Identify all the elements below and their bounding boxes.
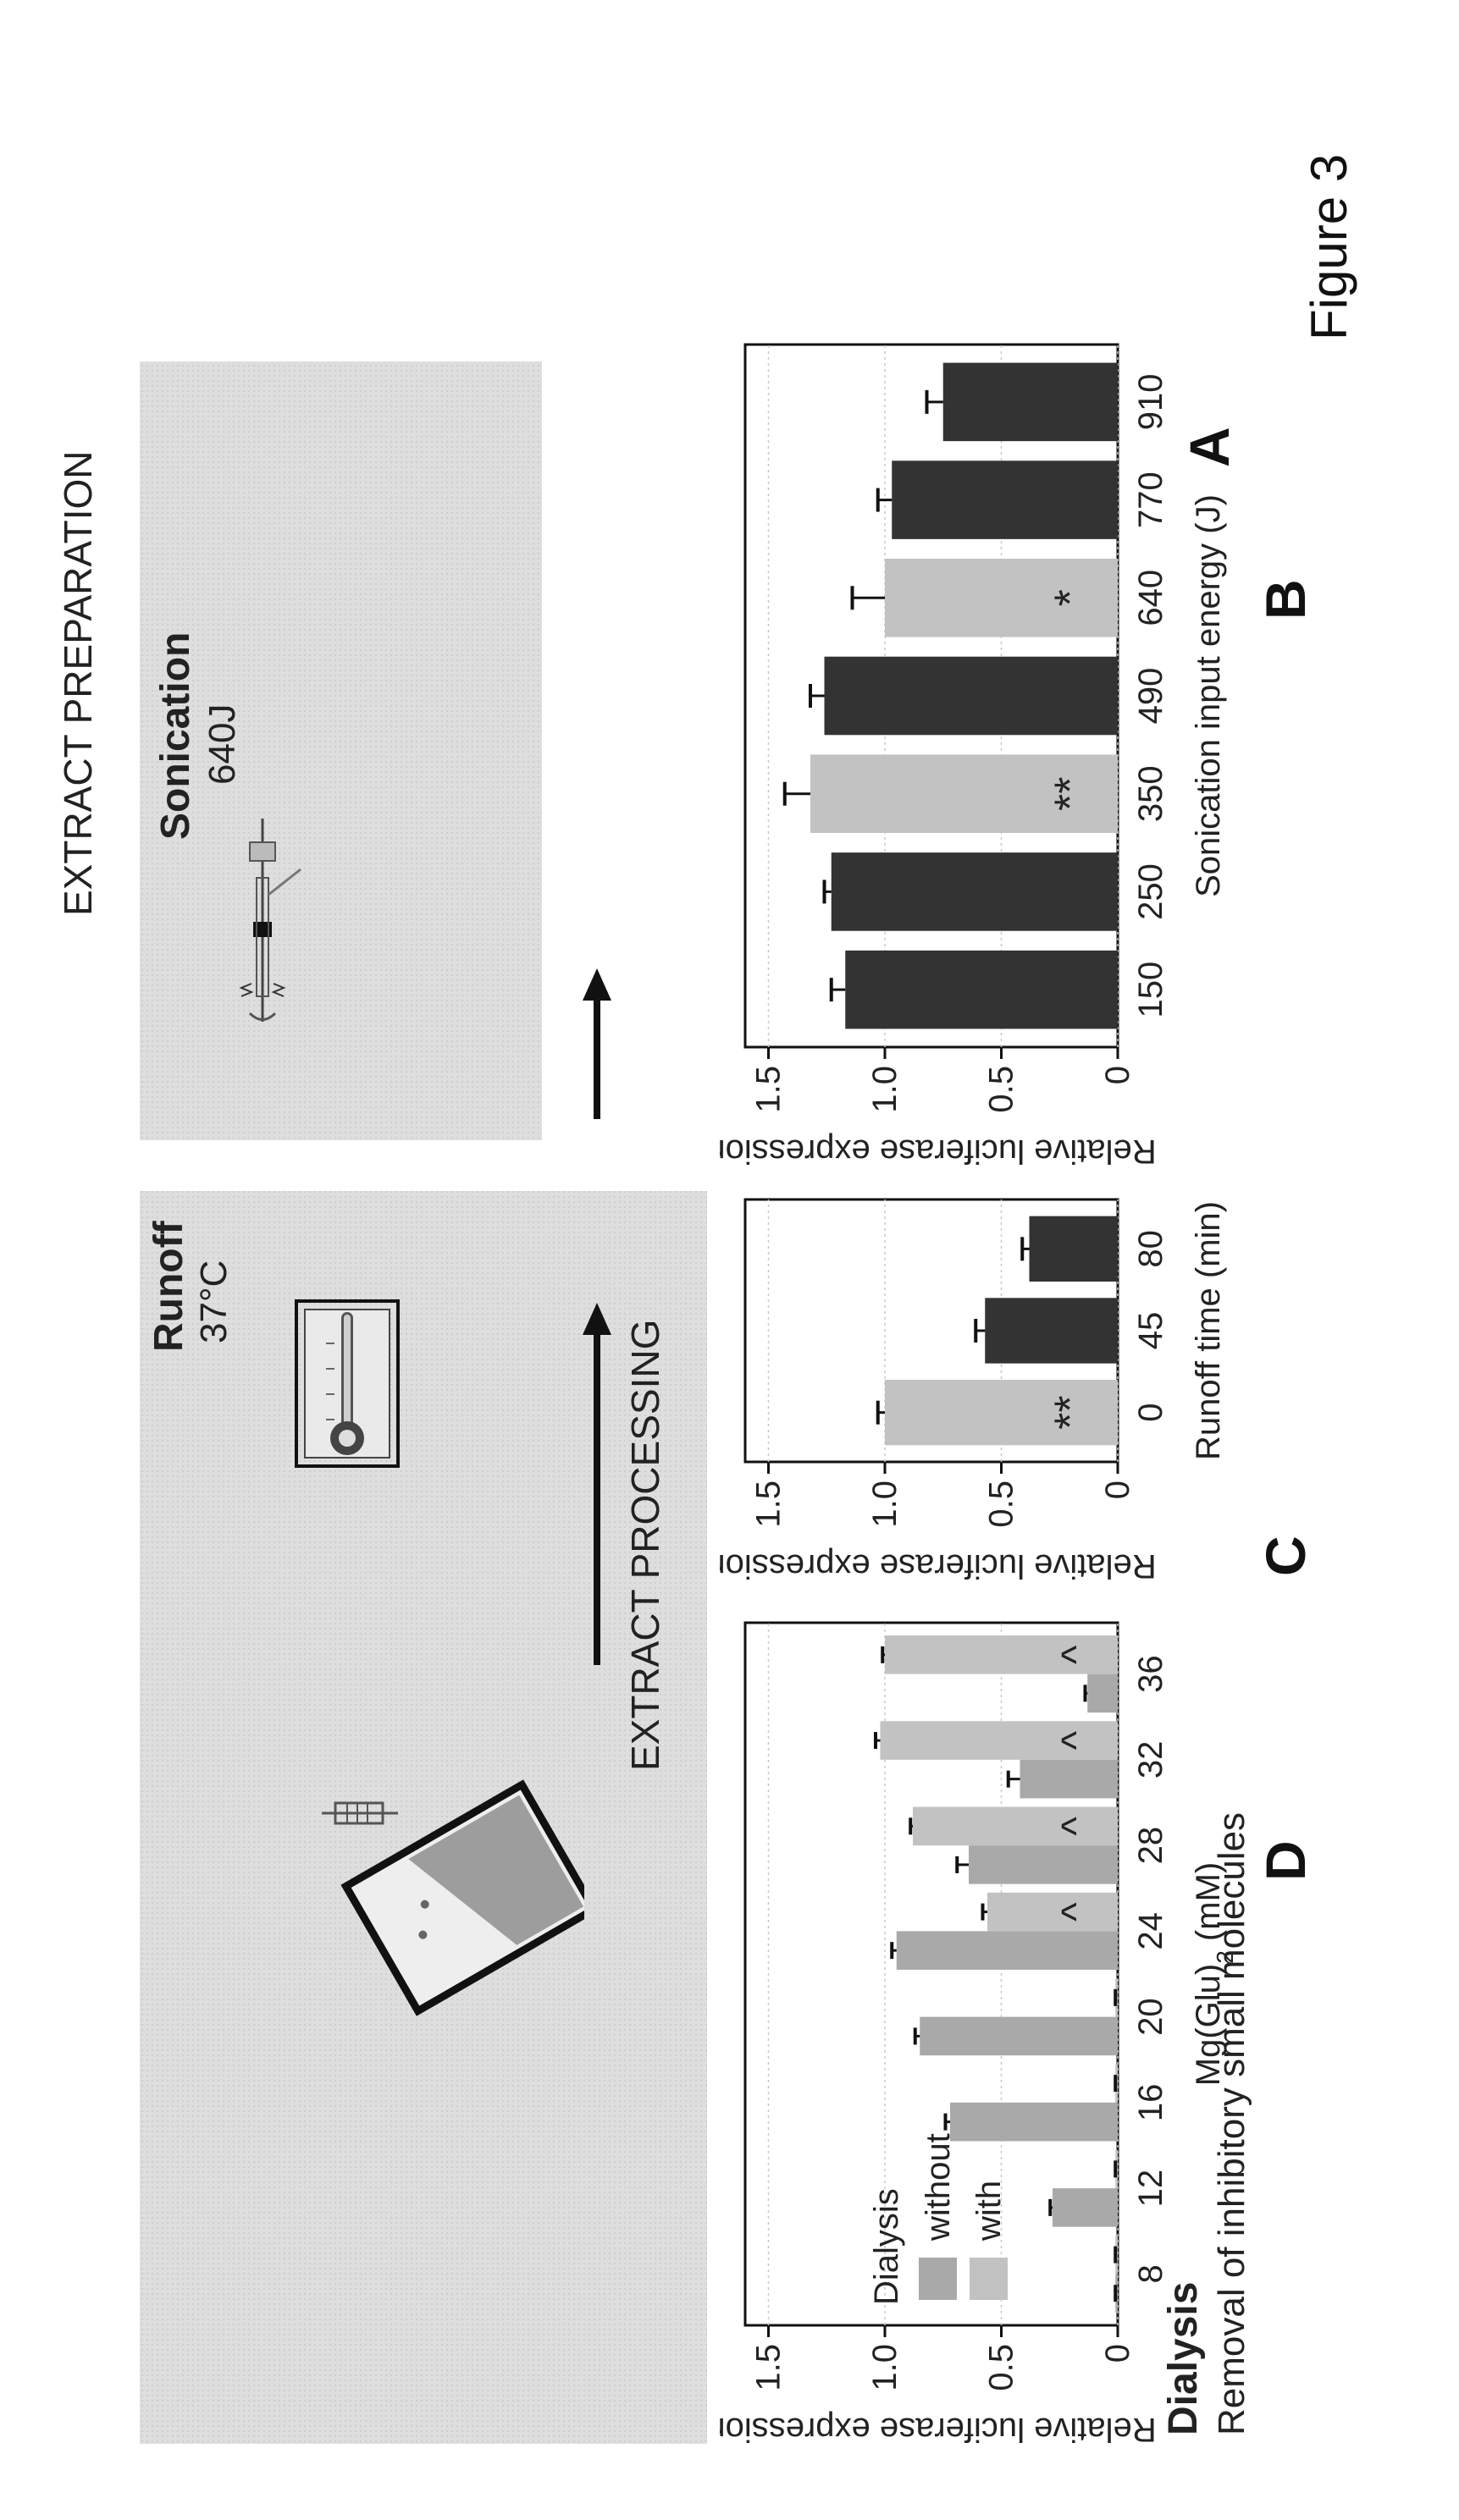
runoff-step-name: Runoff [146,1221,191,1352]
chart-sonication-energy: 0 0.5 1.0 1.5 Relative luciferase expression… [720,343,1227,1170]
x-tick-label: 80 [1132,1230,1169,1268]
bar [885,558,1118,637]
y-axis-label: Relative luciferase expression [720,1133,1157,1170]
x-tick-label: 12 [1132,2170,1169,2208]
x-tick-label: 640 [1132,570,1169,626]
bar-without [1087,1674,1118,1713]
y-tick-label: 1.0 [866,1481,904,1528]
y-tick-label: 0.5 [983,2344,1020,2391]
x-tick-label: 150 [1132,962,1169,1018]
x-tick-label: 0 [1132,1403,1169,1422]
y-axis-label: Relative luciferase expression [720,2411,1157,2448]
x-tick-label: 770 [1132,471,1169,528]
dialysis-cassette-icon [322,1779,584,2016]
runoff-step-temperature: 37°C [193,1260,235,1343]
figure-caption: Figure 3 [1301,153,1357,340]
significance-marker: ^ [1054,1817,1099,1836]
extract-preparation-heading: EXTRACT PREPARATION [56,450,100,916]
y-tick-label: 0 [1099,1066,1136,1084]
x-axis-label: Sonication input energy (J) [1190,494,1227,897]
right-arrow-icon [583,1303,611,1665]
x-tick-label: 490 [1132,668,1169,725]
x-tick-label: 24 [1132,1912,1169,1950]
y-tick-label: 1.5 [750,1481,788,1528]
x-tick-label: 20 [1132,1998,1169,2036]
legend-swatch [970,2258,1008,2300]
sonication-step-name: Sonication [153,631,198,840]
bar-with [885,1635,1118,1674]
legend-label-with: with [970,2181,1008,2242]
y-tick-label: 0 [1099,2344,1136,2363]
significance-marker: ^ [1054,1902,1099,1922]
y-tick-label: 0 [1099,1481,1136,1499]
legend-title: Dialysis [868,2188,905,2305]
y-tick-label: 1.5 [750,1066,788,1113]
significance-marker: ^ [1054,1730,1099,1750]
y-tick-label: 1.0 [866,2344,904,2391]
x-tick-label: 45 [1132,1312,1169,1350]
bar-without [1053,2188,1118,2227]
significance-marker: * [1047,589,1096,606]
x-tick-label: 350 [1132,765,1169,822]
x-tick-label: 28 [1132,1827,1169,1865]
chart-magnesium-glutamate: 0 0.5 1.0 1.5 Relative luciferase expression… [720,1621,1238,2448]
bar-without [1020,1759,1118,1799]
bar [810,754,1118,833]
x-tick-label: 32 [1132,1741,1169,1779]
x-axis-label: Runoff time (min) [1190,1201,1227,1460]
extract-processing-heading: EXTRACT PROCESSING [623,1319,667,1771]
x-tick-label: 16 [1132,2084,1169,2122]
bar-with [913,1806,1118,1846]
legend-swatch [919,2258,957,2300]
bar [845,950,1118,1029]
bar-without [969,1845,1118,1884]
x-tick-label: 910 [1132,373,1169,430]
x-tick-label: 36 [1132,1655,1169,1693]
thermometer-icon [295,1299,400,1468]
y-axis-label: Relative luciferase expression [720,1547,1157,1585]
bar [985,1298,1118,1364]
bar [942,362,1118,442]
x-tick-label: 8 [1132,2264,1169,2283]
y-tick-label: 1.0 [866,1066,904,1113]
significance-marker: ** [1047,776,1096,810]
chart-runoff-time: 0 0.5 1.0 1.5 Relative luciferase expression… [720,1198,1227,1585]
bar [892,460,1118,539]
bar [1029,1216,1118,1282]
y-tick-label: 0.5 [983,1066,1020,1113]
legend: Dialysis without with [868,2133,1008,2305]
x-axis-label: Mg(Glu)2 (mM) [1190,1862,1238,2086]
sonicator-probe-icon [239,819,301,1022]
significance-marker: ^ [1054,1645,1099,1664]
bar [831,852,1118,931]
bar-without [950,2102,1118,2142]
bar-with [880,1721,1118,1760]
bar-without [896,1931,1118,1970]
bar [824,656,1118,736]
right-arrow-icon [583,968,611,1119]
bar-with [987,1892,1118,1932]
y-tick-label: 0.5 [983,1481,1020,1528]
legend-label-without: without [920,2133,957,2242]
x-tick-label: 250 [1132,863,1169,920]
significance-marker: ** [1047,1395,1096,1429]
bar-without [920,2016,1118,2056]
sonication-step-energy: 640J [202,703,243,785]
extract-preparation-box [140,361,542,1140]
y-tick-label: 1.5 [750,2344,788,2391]
bar [885,1379,1118,1446]
